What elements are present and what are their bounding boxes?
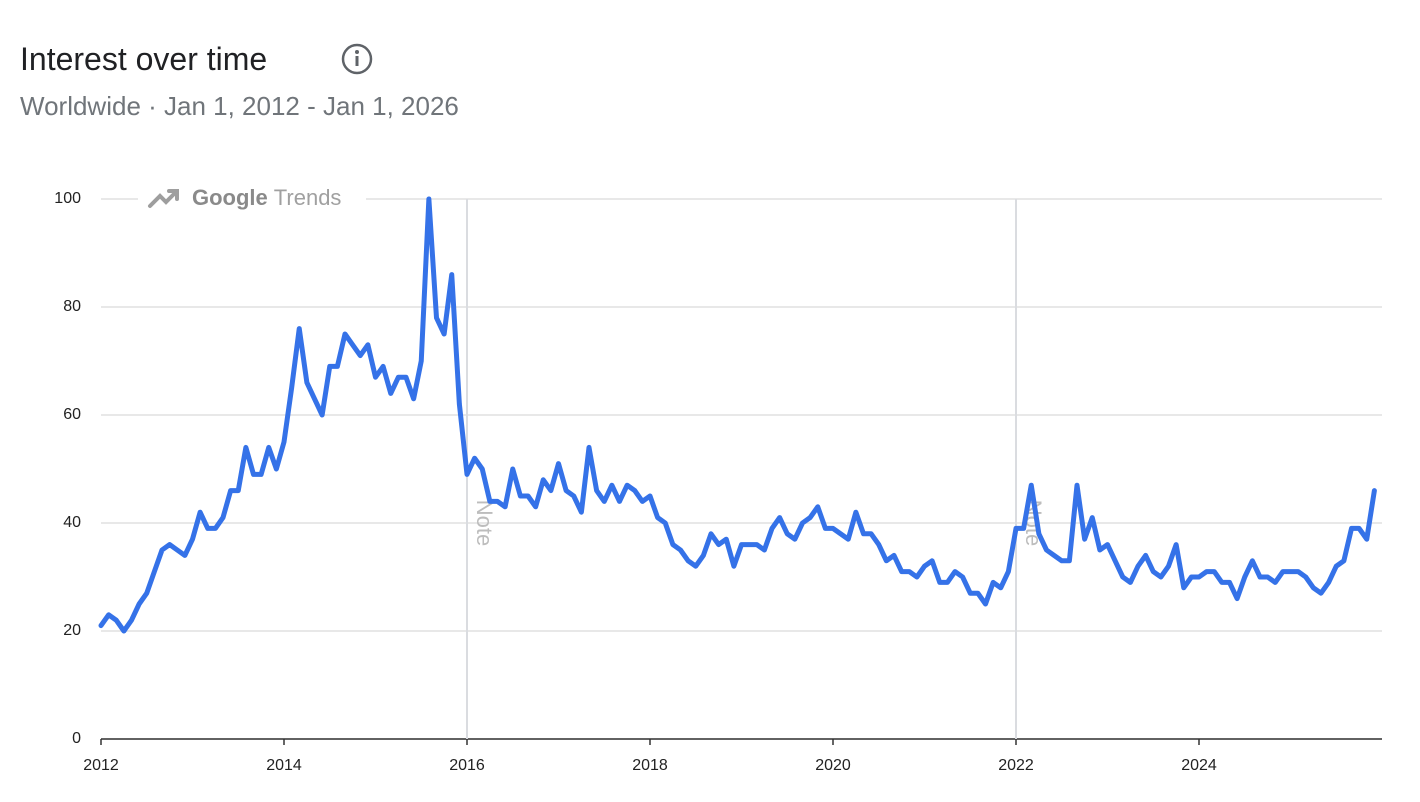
x-tick-label: 2014 xyxy=(266,757,302,774)
watermark-text: Google Trends xyxy=(192,185,341,210)
x-tick-label: 2012 xyxy=(83,757,119,774)
trend-line xyxy=(98,196,1377,634)
chart-title: Interest over time xyxy=(20,41,267,77)
x-tick-label: 2016 xyxy=(449,757,485,774)
y-tick-label: 40 xyxy=(63,514,81,531)
y-tick-label: 60 xyxy=(63,406,81,423)
x-tick-label: 2024 xyxy=(1181,757,1217,774)
y-tick-label: 100 xyxy=(54,190,81,207)
chart-subtitle: Worldwide · Jan 1, 2012 - Jan 1, 2026 xyxy=(20,91,459,121)
x-tick-label: 2022 xyxy=(998,757,1034,774)
watermark: Google Trends xyxy=(138,180,366,216)
y-tick-label: 0 xyxy=(72,730,81,747)
x-tick-label: 2020 xyxy=(815,757,851,774)
y-tick-label: 80 xyxy=(63,298,81,315)
info-icon[interactable] xyxy=(341,43,373,75)
note-label: Note xyxy=(472,500,497,546)
x-tick-label: 2018 xyxy=(632,757,668,774)
y-tick-label: 20 xyxy=(63,622,81,639)
